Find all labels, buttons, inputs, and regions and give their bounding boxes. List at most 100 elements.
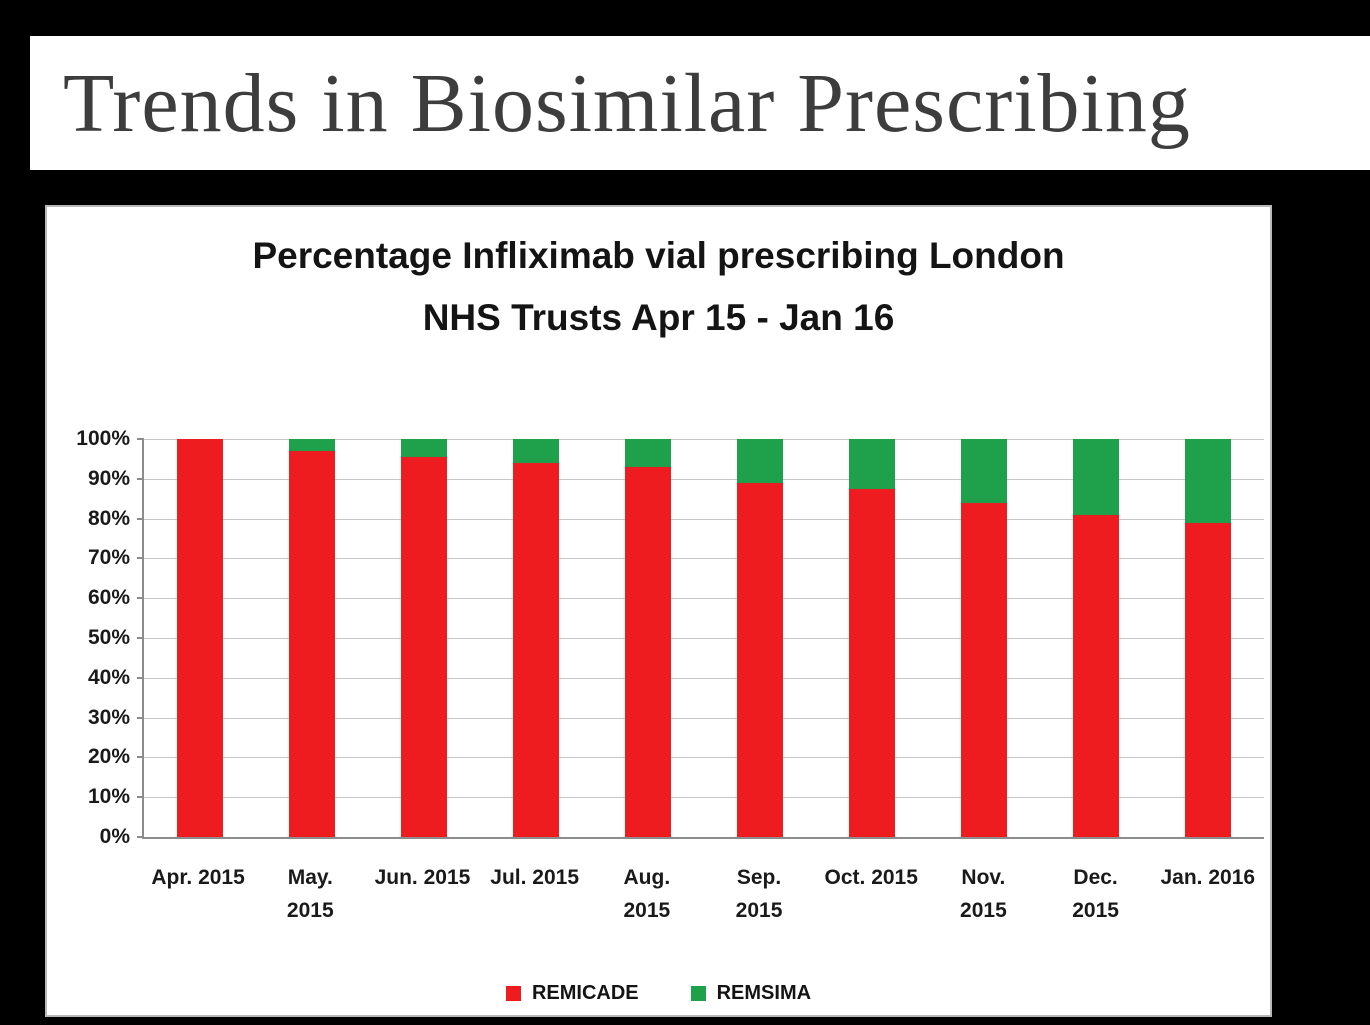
bar-segment-remsima-jan-2016: [1185, 439, 1231, 523]
x-axis-label-dec-2015: Dec. 2015: [1040, 862, 1152, 927]
legend-swatch-remicade: [505, 986, 521, 1001]
y-axis-label-10: 10%: [87, 785, 130, 809]
chart-title-line-1: Percentage Infliximab vial prescribing L…: [252, 235, 1065, 276]
bar-segment-remsima-dec-2015: [1073, 439, 1119, 515]
bar-segment-remicade-dec-2015: [1073, 514, 1119, 837]
legend-label-remsima: REMSIMA: [716, 982, 812, 1004]
legend-swatch-remsima: [690, 986, 706, 1001]
bar-segment-remsima-nov-2015: [961, 439, 1007, 503]
y-tick-mark-0: [137, 836, 144, 838]
gridline-20: [144, 757, 1264, 759]
y-tick-mark-50: [137, 637, 144, 639]
y-axis-label-100: 100%: [76, 427, 130, 450]
gridline-90: [144, 478, 1264, 480]
x-axis-label-line: 2015: [735, 898, 783, 922]
y-axis-label-70: 70%: [87, 546, 130, 570]
gridline-80: [144, 518, 1264, 520]
x-axis-label-nov-2015: Nov. 2015: [927, 862, 1039, 927]
y-axis-label-0: 0%: [99, 825, 130, 848]
bars: [144, 439, 1264, 837]
bar-jan-2016: [1185, 439, 1231, 837]
bar-apr-2015: [177, 439, 223, 837]
x-axis-label-aug-2015: Aug. 2015: [591, 862, 703, 927]
legend-item-remicade: REMICADE: [505, 982, 639, 1005]
chart-title-line-2: NHS Trusts Apr 15 - Jan 16: [422, 297, 895, 339]
x-axis-label-line: 2015: [286, 898, 334, 922]
bar-segment-remicade-apr-2015: [177, 439, 223, 837]
gridline-60: [144, 598, 1264, 600]
y-axis-label-90: 90%: [87, 466, 130, 490]
bar-segment-remsima-jun-2015: [401, 439, 447, 457]
x-axis-label-line: 2015: [1072, 898, 1119, 922]
x-axis-label-oct-2015: Oct. 2015: [815, 862, 927, 927]
gridline-100: [144, 439, 1264, 440]
gridline-40: [144, 677, 1264, 679]
x-axis-label-line: Oct. 2015: [824, 866, 918, 889]
x-axis-label-line: Dec.: [1073, 866, 1118, 889]
y-axis-label-80: 80%: [87, 506, 130, 530]
bar-segment-remicade-jul-2015: [513, 462, 559, 837]
bar-segment-remicade-may-2015: [289, 450, 335, 837]
x-axis-label-line: Aug.: [623, 866, 671, 889]
chart-panel: Percentage Infliximab vial prescribing L…: [45, 205, 1272, 1017]
bar-oct-2015: [849, 439, 895, 837]
bar-segment-remicade-nov-2015: [961, 502, 1007, 837]
legend-label-remicade: REMICADE: [531, 982, 639, 1004]
y-tick-mark-40: [137, 676, 144, 679]
bar-may-2015: [289, 439, 335, 837]
y-tick-mark-60: [137, 597, 144, 600]
x-axis-label-line: Jan. 2016: [1160, 866, 1256, 889]
y-axis-label-40: 40%: [87, 665, 130, 689]
bar-aug-2015: [625, 439, 671, 837]
bar-segment-remicade-aug-2015: [625, 466, 671, 837]
y-axis-label-30: 30%: [87, 705, 130, 729]
plot-area: 0% 10% 20% 30% 40% 50% 60% 70% 80% 90% 100%: [76, 427, 1264, 848]
chart-title: Percentage Infliximab vial prescribing L…: [47, 225, 1270, 349]
bar-sep-2015: [737, 439, 783, 837]
x-axis-label-line: Apr. 2015: [151, 866, 245, 889]
bar-segment-remicade-oct-2015: [849, 488, 895, 837]
x-axis-label-jan-2016: Jan. 2016: [1152, 862, 1264, 927]
x-axis-label-sep-2015: Sep. 2015: [703, 862, 815, 927]
x-axis-label-line: 2015: [960, 898, 1007, 922]
title-band: Trends in Biosimilar Prescribing: [30, 36, 1370, 170]
y-tick-mark-20: [137, 756, 144, 759]
slide-title: Trends in Biosimilar Prescribing: [63, 56, 1191, 150]
x-axis-label-line: 2015: [623, 898, 671, 922]
y-tick-mark-90: [137, 477, 144, 480]
bar-jun-2015: [401, 439, 447, 837]
bar-dec-2015: [1073, 439, 1119, 837]
x-axis-label-jul-2015: Jul. 2015: [479, 862, 591, 927]
gridline-10: [144, 797, 1264, 799]
x-axis-label-may-2015: May. 2015: [254, 862, 366, 927]
y-axis-label-20: 20%: [87, 745, 130, 769]
bar-segment-remsima-jul-2015: [513, 439, 559, 463]
legend: REMICADE REMSIMA: [47, 982, 1270, 1005]
x-axis-label-line: Nov.: [961, 866, 1006, 889]
y-axis-label-50: 50%: [87, 626, 130, 649]
y-axis-label-60: 60%: [87, 586, 130, 610]
bar-segment-remsima-may-2015: [289, 439, 335, 451]
gridline-30: [144, 717, 1264, 719]
x-axis-labels: Apr. 2015 May. 2015 Jun. 2015 Jul. 2015 Aug. 2…: [142, 862, 1264, 927]
legend-item-remsima: REMSIMA: [690, 982, 812, 1005]
bar-jul-2015: [513, 439, 559, 837]
y-tick-mark-70: [137, 557, 144, 560]
x-axis-label-line: Jun. 2015: [374, 866, 471, 889]
bar-segment-remicade-jun-2015: [401, 456, 447, 837]
x-axis-label-apr-2015: Apr. 2015: [142, 862, 254, 927]
gridline-70: [144, 558, 1264, 560]
bar-segment-remsima-sep-2015: [737, 439, 783, 483]
y-tick-mark-100: [137, 438, 144, 440]
bar-segment-remsima-aug-2015: [625, 439, 671, 467]
x-axis-label-line: May.: [287, 866, 333, 889]
bar-segment-remsima-oct-2015: [849, 439, 895, 489]
bar-segment-remicade-sep-2015: [737, 482, 783, 837]
bar-segment-remicade-jan-2016: [1185, 522, 1231, 837]
y-tick-mark-10: [137, 796, 144, 799]
x-axis-label-line: Jul. 2015: [490, 866, 580, 889]
x-axis-label-jun-2015: Jun. 2015: [366, 862, 478, 927]
bar-nov-2015: [961, 439, 1007, 837]
y-tick-mark-80: [137, 517, 144, 520]
